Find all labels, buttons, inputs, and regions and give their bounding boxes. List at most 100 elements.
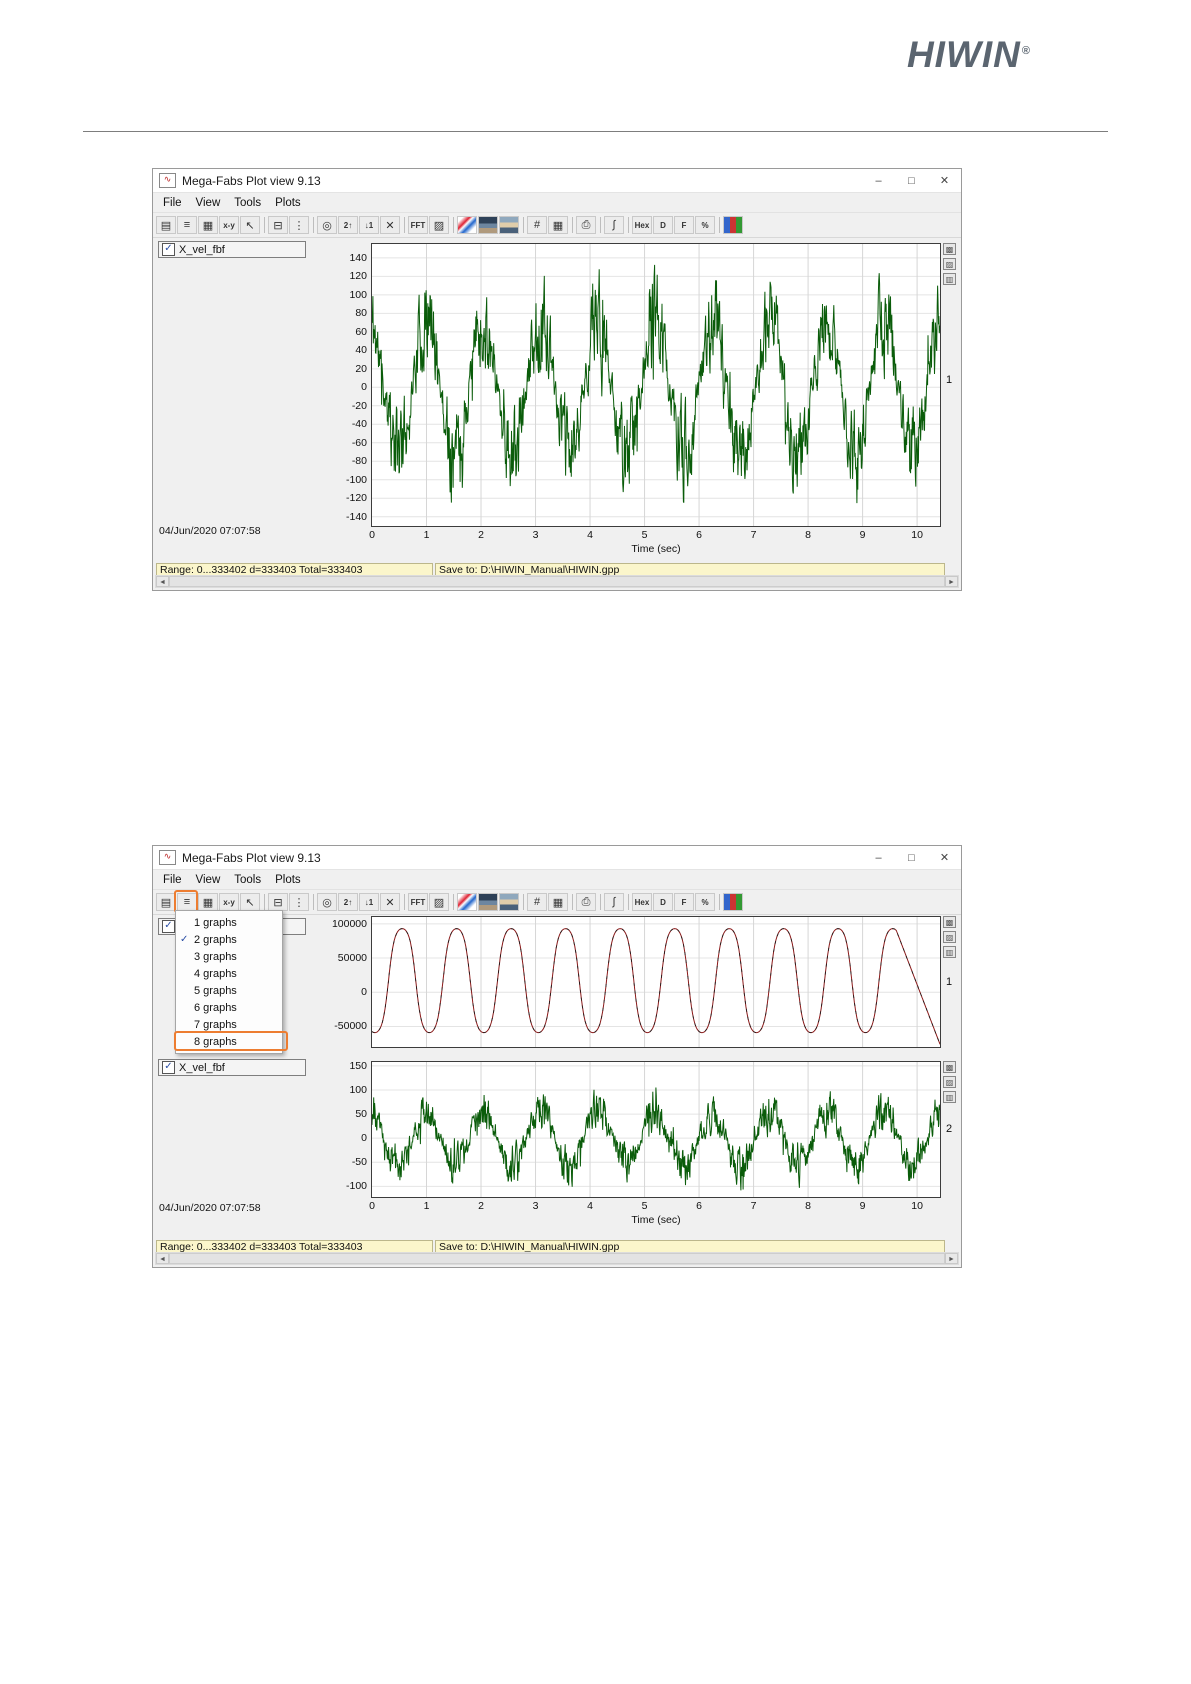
app-icon[interactable]: ∿ xyxy=(159,850,176,865)
menu-tools[interactable]: Tools xyxy=(234,196,262,209)
menu-plots[interactable]: Plots xyxy=(275,196,301,209)
plot-tool-button-2[interactable]: ▨ xyxy=(943,258,956,270)
color-plot-icon[interactable] xyxy=(457,216,477,234)
xy-plot-icon[interactable]: x-y xyxy=(219,893,239,911)
plot-tool-button-3[interactable]: ▥ xyxy=(943,1091,956,1103)
dropdown-item-2-graphs[interactable]: ✓ 2 graphs xyxy=(176,931,282,948)
graph-count-icon[interactable]: ≡ xyxy=(177,893,197,911)
grid-toggle-icon[interactable]: # xyxy=(527,216,547,234)
position-plot[interactable]: 100000 50000 0 -50000 xyxy=(332,916,941,1048)
float-format-button[interactable]: F xyxy=(674,216,694,234)
scroll-left-icon[interactable]: ◄ xyxy=(156,576,169,587)
close-button[interactable]: ✕ xyxy=(939,175,950,187)
integral-icon[interactable]: ∫ xyxy=(604,216,624,234)
integral-icon[interactable]: ∫ xyxy=(604,893,624,911)
more-options-icon[interactable]: ⋮ xyxy=(289,893,309,911)
menu-view[interactable]: View xyxy=(195,196,221,209)
zoom-out-icon[interactable]: ↓1 xyxy=(359,893,379,911)
scroll-left-icon[interactable]: ◄ xyxy=(156,1253,169,1264)
tile-graphs-icon[interactable]: ▦ xyxy=(198,893,218,911)
hex-format-button[interactable]: Hex xyxy=(632,216,652,234)
fft-icon[interactable]: FFT xyxy=(408,893,428,911)
xy-plot-icon[interactable]: x-y xyxy=(219,216,239,234)
zoom-reset-icon[interactable]: ◎ xyxy=(317,216,337,234)
fft-window-icon[interactable]: ▨ xyxy=(429,893,449,911)
zoom-in-icon[interactable]: 2↑ xyxy=(338,216,358,234)
close-button[interactable]: ✕ xyxy=(939,852,950,864)
dropdown-item-5-graphs[interactable]: 5 graphs xyxy=(176,982,282,999)
minimize-button[interactable]: – xyxy=(875,174,882,187)
dropdown-item-8-graphs[interactable]: 8 graphs xyxy=(176,1033,282,1050)
more-options-icon[interactable]: ⋮ xyxy=(289,216,309,234)
menu-view[interactable]: View xyxy=(195,873,221,886)
hex-format-button[interactable]: Hex xyxy=(632,893,652,911)
bitmap-dark-icon[interactable] xyxy=(478,216,498,234)
percent-icon[interactable]: % xyxy=(695,216,715,234)
bitmap-color-icon[interactable] xyxy=(499,216,519,234)
fft-icon[interactable]: FFT xyxy=(408,216,428,234)
velocity-plot[interactable]: 150 100 50 0 -50 -100 0 1 2 3 4 5 6 7 8 9 10 Time (sec) xyxy=(346,1060,941,1226)
fft-window-icon[interactable]: ▨ xyxy=(429,216,449,234)
print-icon[interactable]: ⎙ xyxy=(576,216,596,234)
bitmap-color-icon[interactable] xyxy=(499,893,519,911)
scroll-right-icon[interactable]: ► xyxy=(945,576,958,587)
bitmap-dark-icon[interactable] xyxy=(478,893,498,911)
dropdown-item-1-graphs[interactable]: 1 graphs xyxy=(176,914,282,931)
print-icon[interactable]: ⎙ xyxy=(576,893,596,911)
zoom-cancel-icon[interactable]: ✕ xyxy=(380,893,400,911)
split-view-icon[interactable]: ⊟ xyxy=(268,893,288,911)
menu-file[interactable]: File xyxy=(163,196,182,209)
graph-count-icon[interactable]: ≡ xyxy=(177,216,197,234)
signal-item-x-vel-fbf[interactable]: ✓ X_vel_fbf xyxy=(158,1059,306,1076)
checkbox-checked-icon[interactable]: ✓ xyxy=(162,1061,175,1074)
scrollbar-thumb[interactable] xyxy=(169,1253,945,1264)
dec-format-button[interactable]: D xyxy=(653,216,673,234)
signal-item-x-vel-fbf[interactable]: ✓ X_vel_fbf xyxy=(158,241,306,258)
plot-tool-button-1[interactable]: ▩ xyxy=(943,243,956,255)
color-plot-icon[interactable] xyxy=(457,893,477,911)
open-plot-icon[interactable]: ▤ xyxy=(156,893,176,911)
cursor-mode-icon[interactable]: ↖ xyxy=(240,893,260,911)
dec-format-button[interactable]: D xyxy=(653,893,673,911)
checkbox-checked-icon[interactable]: ✓ xyxy=(162,920,175,933)
menu-tools[interactable]: Tools xyxy=(234,873,262,886)
float-format-button[interactable]: F xyxy=(674,893,694,911)
app-icon[interactable]: ∿ xyxy=(159,173,176,188)
grid-style-icon[interactable]: ▦ xyxy=(548,893,568,911)
plot-tool-button-1[interactable]: ▩ xyxy=(943,1061,956,1073)
color-table-icon[interactable] xyxy=(723,216,743,234)
horizontal-scrollbar[interactable]: ◄ ► xyxy=(155,575,959,588)
grid-style-icon[interactable]: ▦ xyxy=(548,216,568,234)
maximize-button[interactable]: □ xyxy=(908,174,915,187)
horizontal-scrollbar[interactable]: ◄ ► xyxy=(155,1252,959,1265)
y-tick-label: 40 xyxy=(355,344,367,357)
menu-plots[interactable]: Plots xyxy=(275,873,301,886)
grid-toggle-icon[interactable]: # xyxy=(527,893,547,911)
zoom-out-icon[interactable]: ↓1 xyxy=(359,216,379,234)
dropdown-item-4-graphs[interactable]: 4 graphs xyxy=(176,965,282,982)
maximize-button[interactable]: □ xyxy=(908,851,915,864)
scroll-right-icon[interactable]: ► xyxy=(945,1253,958,1264)
plot-tool-button-2[interactable]: ▨ xyxy=(943,1076,956,1088)
plot-tool-button-3[interactable]: ▥ xyxy=(943,946,956,958)
scrollbar-thumb[interactable] xyxy=(169,576,945,587)
percent-icon[interactable]: % xyxy=(695,893,715,911)
zoom-in-icon[interactable]: 2↑ xyxy=(338,893,358,911)
dropdown-item-7-graphs[interactable]: 7 graphs xyxy=(176,1016,282,1033)
velocity-plot[interactable]: 140 120 100 80 60 40 20 0 -20 -40 -60 -80 -100 -120 -1… xyxy=(346,243,941,555)
open-plot-icon[interactable]: ▤ xyxy=(156,216,176,234)
zoom-reset-icon[interactable]: ◎ xyxy=(317,893,337,911)
zoom-cancel-icon[interactable]: ✕ xyxy=(380,216,400,234)
plot-tool-button-2[interactable]: ▨ xyxy=(943,931,956,943)
cursor-mode-icon[interactable]: ↖ xyxy=(240,216,260,234)
split-view-icon[interactable]: ⊟ xyxy=(268,216,288,234)
plot-tool-button-1[interactable]: ▩ xyxy=(943,916,956,928)
minimize-button[interactable]: – xyxy=(875,851,882,864)
color-table-icon[interactable] xyxy=(723,893,743,911)
menu-file[interactable]: File xyxy=(163,873,182,886)
tile-graphs-icon[interactable]: ▦ xyxy=(198,216,218,234)
dropdown-item-3-graphs[interactable]: 3 graphs xyxy=(176,948,282,965)
plot-tool-button-3[interactable]: ▥ xyxy=(943,273,956,285)
checkbox-checked-icon[interactable]: ✓ xyxy=(162,243,175,256)
dropdown-item-6-graphs[interactable]: 6 graphs xyxy=(176,999,282,1016)
